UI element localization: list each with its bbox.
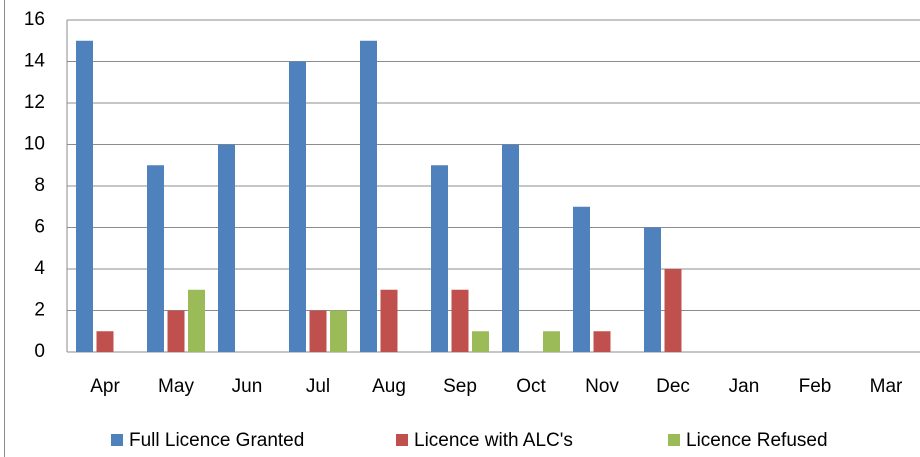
y-tick-label: 14 <box>24 51 46 72</box>
legend-swatch <box>111 434 123 446</box>
x-tick-label: Aug <box>372 376 406 397</box>
bar <box>167 310 185 352</box>
x-tick-label: Jun <box>232 376 263 397</box>
bar <box>309 310 327 352</box>
bar <box>472 331 489 352</box>
bar <box>664 269 682 352</box>
y-tick-label: 16 <box>24 9 45 30</box>
x-tick-label: Oct <box>516 376 546 397</box>
legend-label: Licence Refused <box>686 430 828 451</box>
bar <box>644 227 661 352</box>
bar <box>218 144 235 352</box>
bar <box>573 206 590 352</box>
bar <box>147 165 164 352</box>
x-tick-label: May <box>158 376 194 397</box>
x-tick-label: Apr <box>90 376 120 397</box>
y-tick-label: 0 <box>34 341 45 362</box>
y-tick-label: 6 <box>34 217 45 238</box>
bar <box>96 331 114 352</box>
bar <box>330 310 347 352</box>
y-tick-label: 4 <box>34 258 45 279</box>
bar <box>360 40 377 352</box>
legend-swatch <box>668 434 680 446</box>
bar <box>502 144 519 352</box>
y-tick-label: 12 <box>24 92 45 113</box>
y-tick-label: 8 <box>34 175 45 196</box>
x-tick-label: Nov <box>585 376 619 397</box>
bar <box>380 289 398 352</box>
x-tick-label: Dec <box>656 376 690 397</box>
x-tick-label: Sep <box>443 376 477 397</box>
y-tick-label: 2 <box>34 300 45 321</box>
legend-swatch <box>396 434 408 446</box>
x-tick-label: Jul <box>306 376 330 397</box>
legend-label: Licence with ALC's <box>414 430 573 451</box>
bar <box>76 40 93 352</box>
bar <box>593 331 611 352</box>
x-tick-label: Mar <box>870 376 903 397</box>
bar <box>451 289 469 352</box>
y-tick-label: 10 <box>24 134 45 155</box>
x-tick-label: Jan <box>729 376 760 397</box>
legend-label: Full Licence Granted <box>129 430 304 451</box>
x-tick-label: Feb <box>799 376 832 397</box>
bar <box>188 289 205 352</box>
bar <box>431 165 448 352</box>
bar <box>543 331 560 352</box>
bar <box>289 61 306 352</box>
